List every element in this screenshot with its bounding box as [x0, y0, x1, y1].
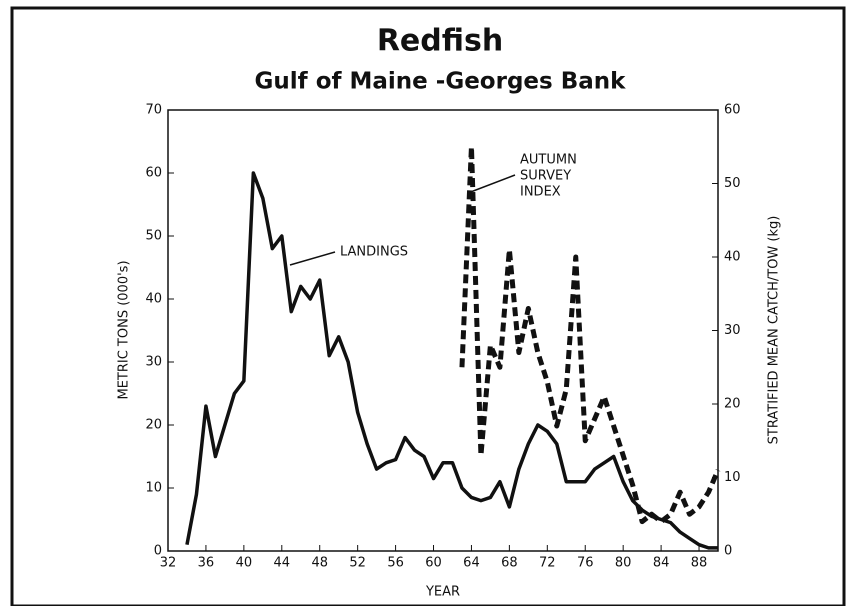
- y2-tick-label: 20: [724, 397, 741, 412]
- y2-tick-label: 0: [724, 544, 732, 559]
- x-tick-label: 60: [425, 556, 442, 571]
- y-tick-label: 70: [145, 103, 162, 118]
- x-axis-label: YEAR: [425, 585, 460, 600]
- annotation: LANDINGS: [340, 245, 408, 260]
- x-tick-label: 76: [577, 556, 594, 571]
- y2-tick-label: 30: [724, 323, 741, 338]
- x-tick-label: 32: [160, 556, 177, 571]
- data-line: [185, 171, 718, 550]
- x-tick-label: 88: [691, 556, 708, 571]
- plot-frame: [167, 109, 719, 552]
- chart-subtitle: Gulf of Maine -Georges Bank: [255, 69, 627, 95]
- x-tick-label: 44: [274, 556, 291, 571]
- annotation-arrow: [467, 174, 516, 194]
- x-tick-label: 68: [501, 556, 518, 571]
- annotation: AUTUMN: [520, 153, 577, 168]
- x-tick-label: 72: [539, 556, 556, 571]
- annotation: SURVEY: [520, 169, 571, 184]
- y-tick-label: 0: [154, 544, 162, 559]
- x-tick-label: 40: [236, 556, 253, 571]
- frame: [10, 6, 846, 606]
- y-axis-label: METRIC TONS (000's): [117, 260, 132, 399]
- y-tick-label: 20: [145, 418, 162, 433]
- y2-tick-label: 60: [724, 103, 741, 118]
- x-tick-label: 36: [198, 556, 215, 571]
- y2-tick-label: 40: [724, 250, 741, 265]
- x-tick-label: 84: [653, 556, 670, 571]
- x-tick-label: 56: [387, 556, 404, 571]
- y-tick-label: 40: [145, 292, 162, 307]
- y2-axis-label: STRATIFIED MEAN CATCH/TOW (kg): [767, 216, 782, 445]
- y2-tick-label: 50: [724, 176, 741, 191]
- y2-tick-label: 10: [724, 470, 741, 485]
- annotation-arrow: [289, 251, 336, 266]
- y-tick-label: 10: [145, 481, 162, 496]
- data-line: [459, 144, 721, 525]
- x-tick-label: 64: [463, 556, 480, 571]
- y-tick-label: 50: [145, 229, 162, 244]
- x-tick-label: 48: [311, 556, 328, 571]
- x-tick-label: 52: [349, 556, 366, 571]
- x-tick-label: 80: [615, 556, 632, 571]
- chart-title: Redfish: [377, 24, 503, 59]
- y-tick-label: 30: [145, 355, 162, 370]
- annotation: INDEX: [520, 185, 561, 200]
- y-tick-label: 60: [145, 166, 162, 181]
